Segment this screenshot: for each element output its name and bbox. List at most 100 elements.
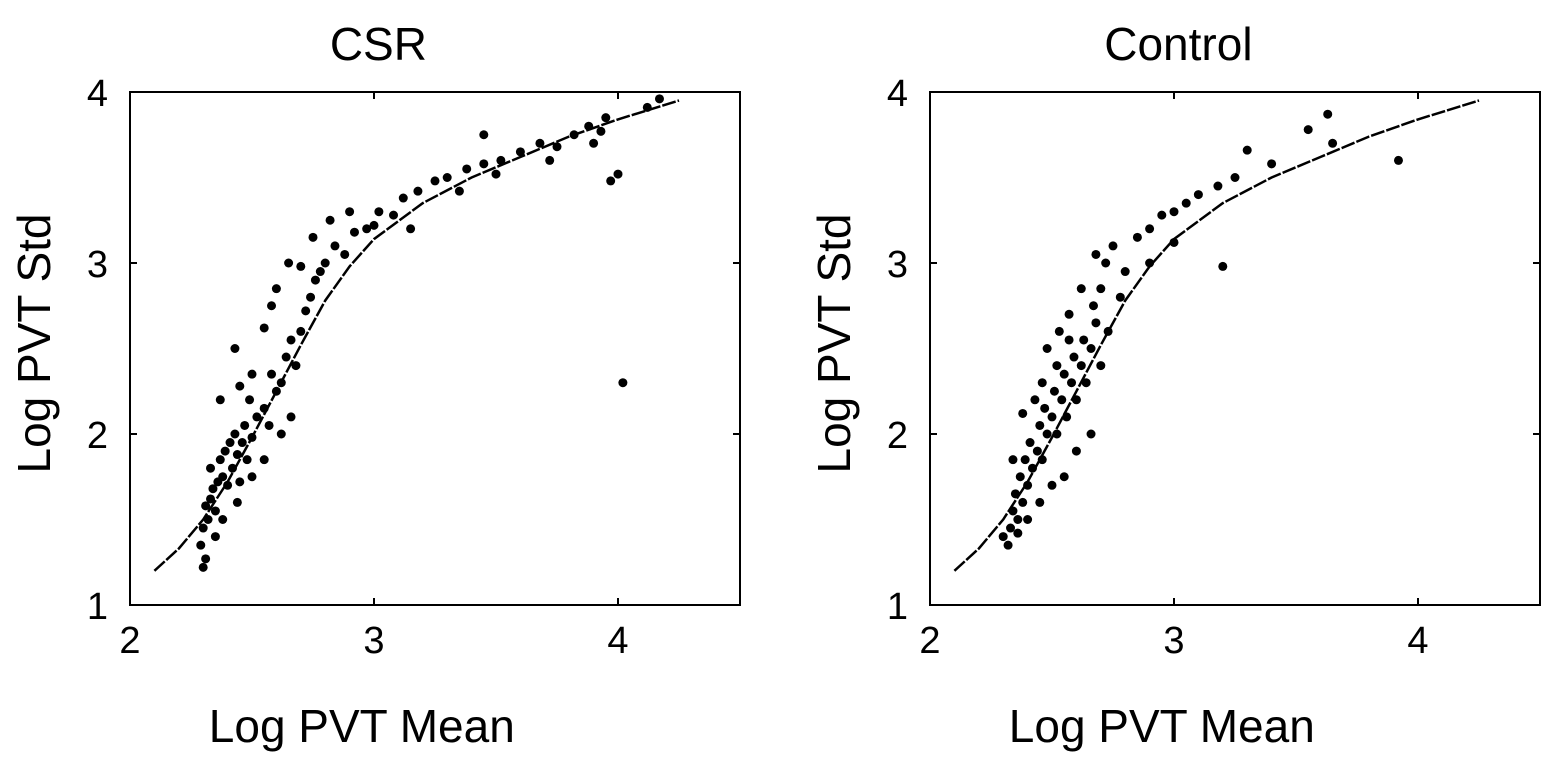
data-point (237, 438, 247, 448)
y-tick-label: 1 (887, 586, 908, 628)
data-point (1218, 261, 1228, 271)
y-tick-label: 2 (87, 415, 108, 457)
data-point (232, 450, 242, 460)
data-point (1013, 528, 1023, 538)
data-point (245, 395, 255, 405)
y-tick-label: 4 (887, 73, 908, 115)
data-point (286, 335, 296, 345)
data-point (1025, 438, 1035, 448)
data-point (1042, 344, 1052, 353)
data-point (345, 207, 355, 217)
data-point (1242, 145, 1252, 155)
data-point (1018, 408, 1028, 418)
data-point (1230, 173, 1240, 182)
data-point (1076, 361, 1086, 371)
data-point (310, 275, 320, 285)
data-point (454, 186, 464, 196)
data-point (596, 126, 606, 136)
data-point (1037, 378, 1047, 388)
data-point (1020, 455, 1030, 465)
data-point (1088, 301, 1098, 311)
data-point (206, 494, 216, 504)
data-point (374, 207, 384, 217)
data-point (1091, 318, 1101, 328)
data-point (1096, 361, 1106, 371)
x-axis-label: Log PVT Mean (1009, 700, 1315, 752)
data-point (496, 155, 506, 165)
data-point (1213, 181, 1223, 191)
data-point (215, 455, 225, 465)
data-point (601, 113, 611, 123)
data-point (479, 159, 489, 169)
data-point (1181, 198, 1191, 208)
data-point (1064, 309, 1074, 319)
data-point (196, 540, 206, 550)
data-point (281, 352, 291, 362)
data-point (1157, 210, 1167, 220)
data-point (1145, 258, 1155, 268)
data-point (1091, 249, 1101, 259)
data-point (1018, 497, 1028, 507)
data-point (369, 220, 379, 230)
data-point (201, 501, 211, 511)
data-point (1057, 395, 1067, 405)
data-point (320, 258, 330, 268)
data-point (1079, 335, 1089, 345)
data-point (1006, 523, 1016, 533)
x-tick-label: 3 (363, 620, 384, 662)
data-point (1071, 446, 1081, 456)
data-point (1049, 386, 1059, 396)
data-point (1323, 109, 1333, 119)
data-point (215, 395, 225, 405)
data-point (201, 554, 211, 564)
data-point (1132, 232, 1142, 242)
x-tick-label: 4 (1407, 620, 1428, 662)
data-point (1023, 515, 1033, 524)
x-tick-label: 3 (1163, 620, 1184, 662)
data-point (1081, 378, 1091, 388)
y-tick-label: 4 (87, 73, 108, 115)
data-point (218, 515, 228, 524)
data-point (291, 361, 301, 371)
data-point (1042, 429, 1052, 439)
data-point (220, 446, 230, 456)
axes-frame (129, 91, 741, 606)
data-point (442, 173, 452, 182)
data-point (1013, 515, 1023, 524)
data-point (1054, 326, 1064, 336)
data-point (606, 176, 616, 186)
data-point (1052, 361, 1062, 371)
data-point (306, 292, 316, 302)
data-point (1115, 292, 1125, 302)
data-point (1267, 159, 1277, 169)
data-point (1008, 455, 1018, 465)
data-point (1328, 138, 1338, 148)
data-point (286, 412, 296, 422)
data-point (589, 138, 599, 148)
data-point (206, 463, 216, 473)
axes-frame (929, 91, 1541, 606)
data-point (271, 284, 281, 294)
data-point (654, 94, 664, 104)
data-point (218, 472, 228, 482)
data-point (225, 438, 235, 448)
data-point (235, 477, 245, 487)
data-point (462, 164, 472, 174)
data-point (247, 369, 257, 379)
data-point (276, 429, 286, 439)
data-point (210, 506, 220, 516)
data-point (198, 523, 208, 533)
data-point (301, 306, 311, 316)
data-point (198, 562, 208, 572)
data-point (325, 215, 335, 225)
data-point (1067, 378, 1077, 388)
data-point (235, 381, 245, 391)
data-point (340, 249, 350, 259)
data-point (515, 147, 525, 157)
fit-curve (953, 99, 1480, 572)
data-point (1035, 420, 1045, 430)
y-tick-label: 2 (887, 415, 908, 457)
data-point (1069, 352, 1079, 362)
data-point (1193, 190, 1203, 200)
